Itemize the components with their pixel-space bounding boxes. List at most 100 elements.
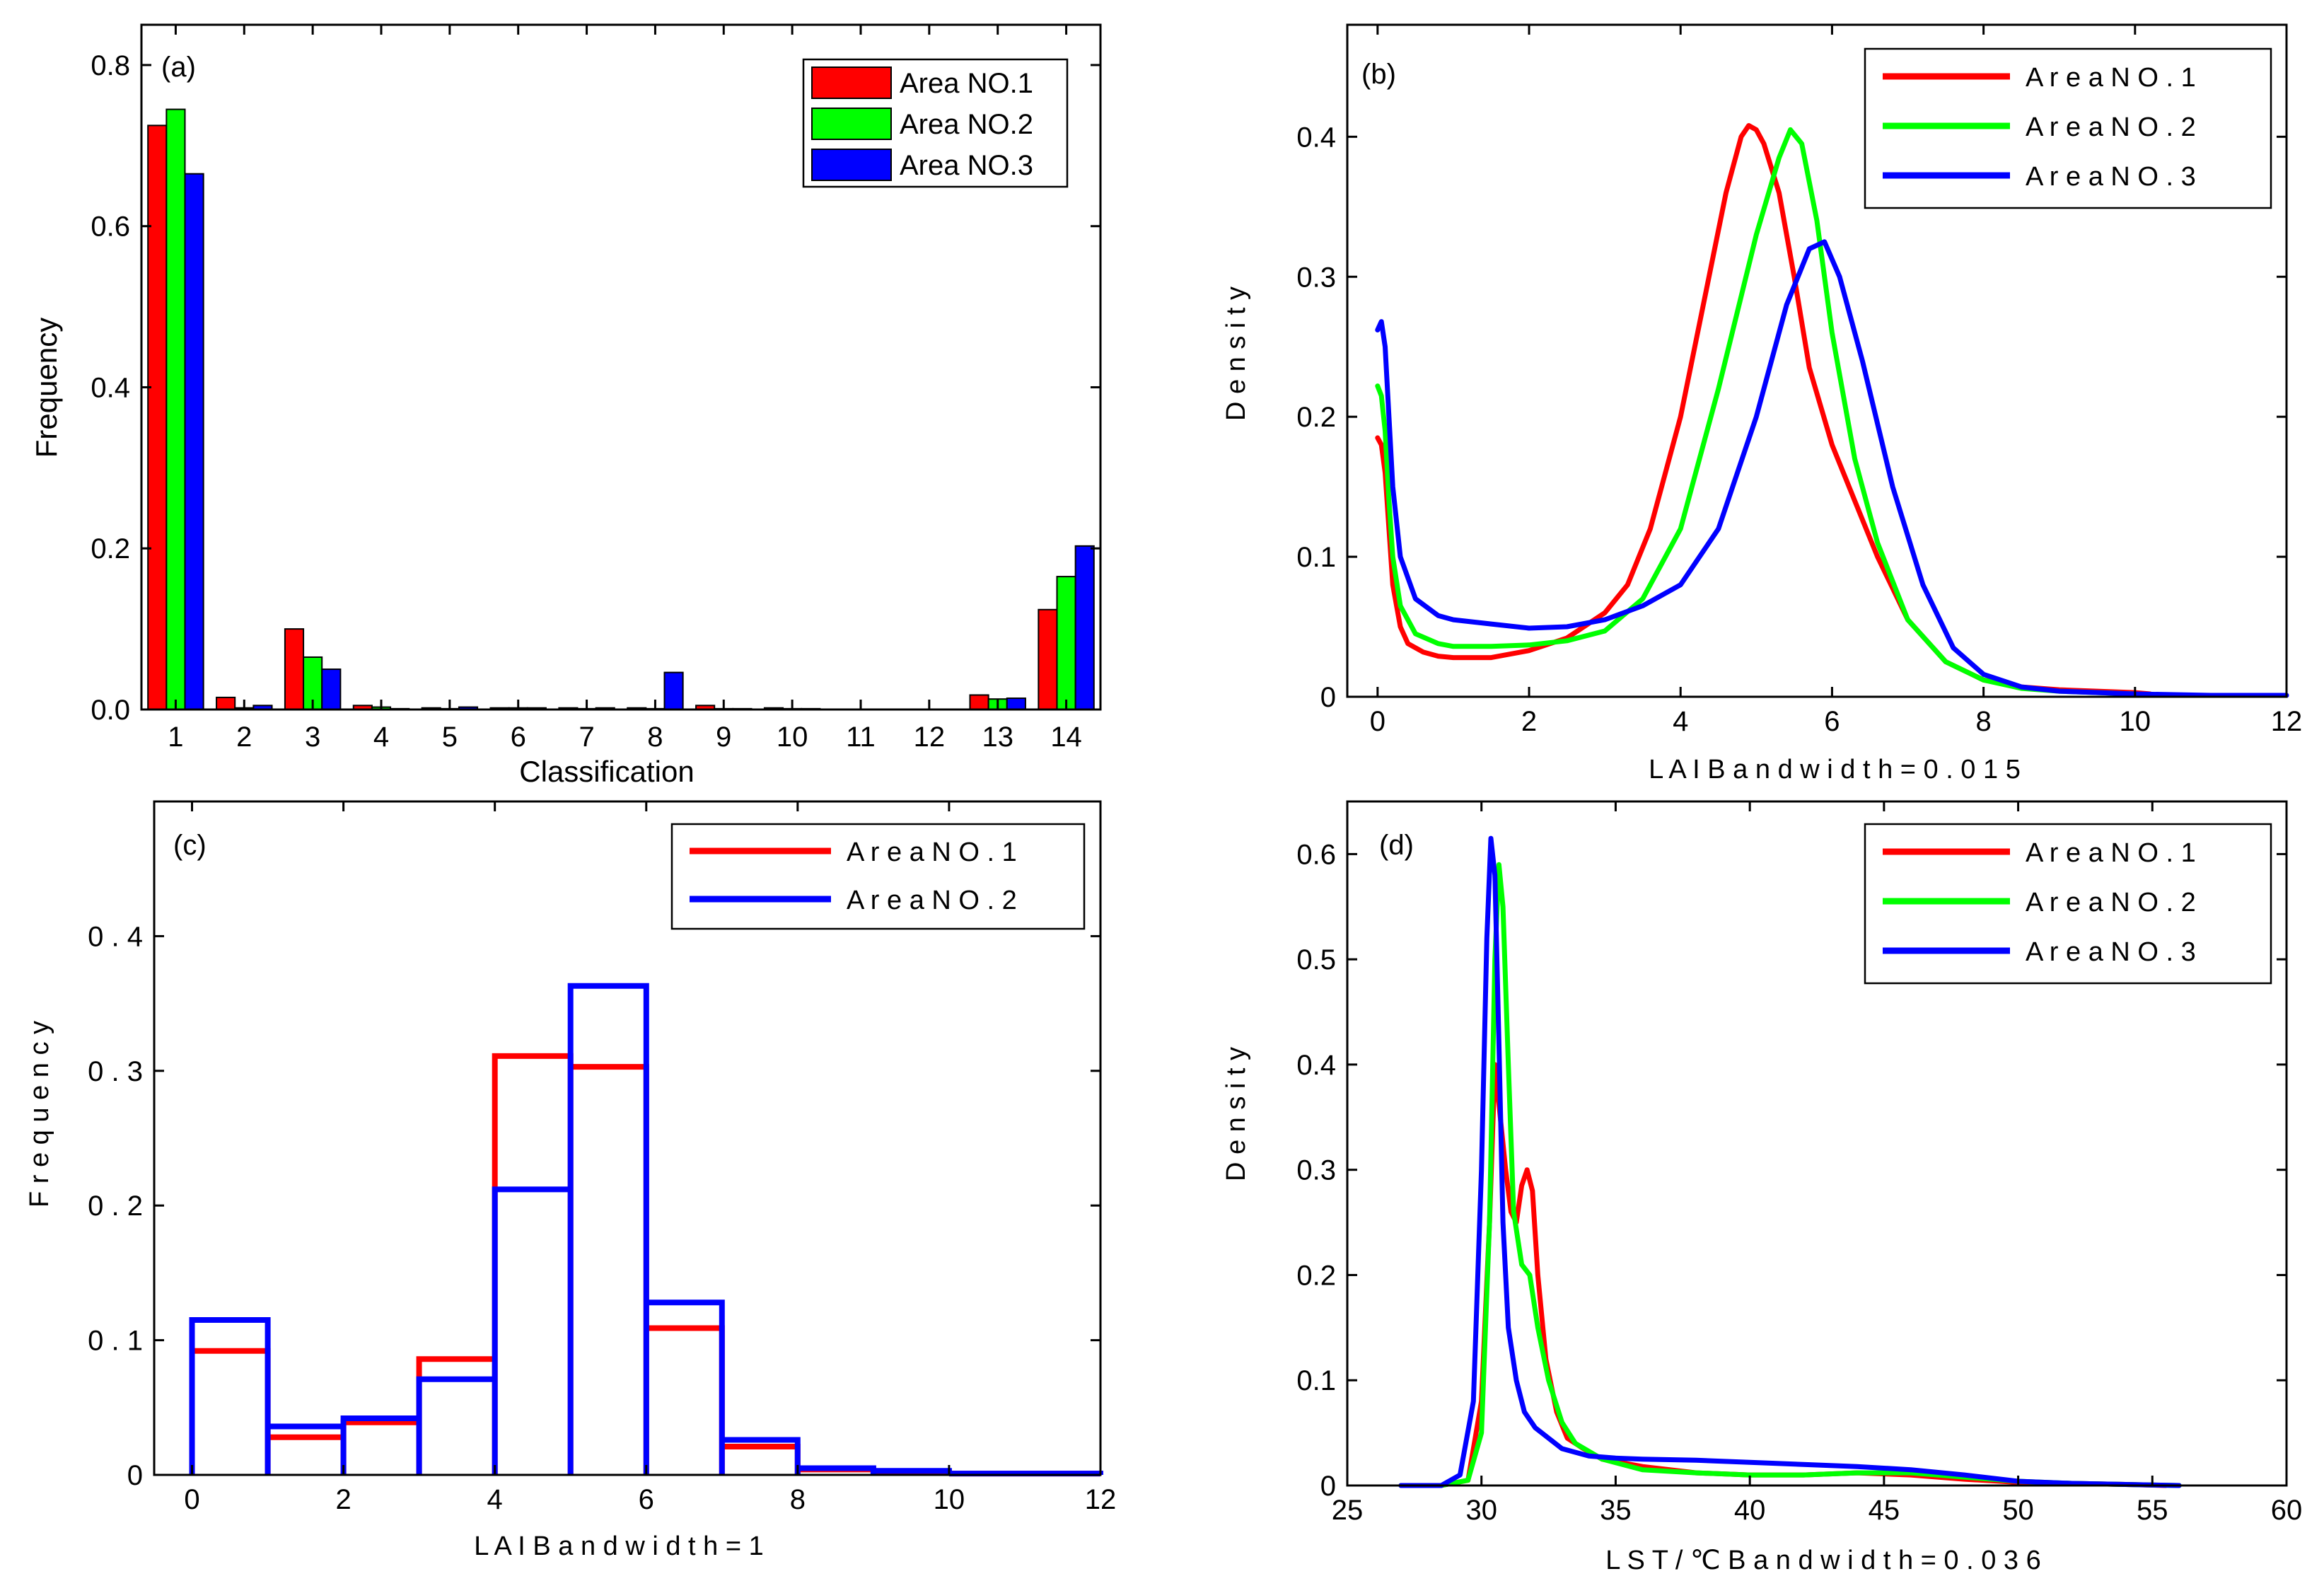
panel-a-legend-label: Area NO.2	[900, 109, 1033, 140]
panel-c-histogram: 0 0 . 1 0 . 2 0 . 3 0 . 4 0 2 4 6 8 10 12 A r e a N …	[25, 800, 1117, 1561]
panel-d-x-tick-label: 55	[2137, 1495, 2168, 1526]
panel-a-bar	[321, 668, 342, 711]
panel-c-legend-label: A r e a N O . 2	[847, 886, 1017, 915]
panel-a-legend-swatch	[811, 66, 892, 99]
panel-d-x-tick-label: 40	[1734, 1495, 1766, 1526]
panel-b-x-axis-label: L A I B a n d w i d t h = 0 . 0 1 5	[1649, 755, 2021, 784]
panel-a-x-tick-label: 14	[1050, 722, 1082, 753]
panel-d-y-tick-label: 0.6	[1296, 839, 1336, 870]
panel-a-legend-label: Area NO.3	[900, 150, 1033, 181]
panel-a-y-tick-label: 0.8	[91, 50, 130, 81]
panel-d-label: (d)	[1379, 830, 1414, 861]
panel-c-legend-label: A r e a N O . 1	[847, 838, 1017, 867]
panel-a-bar	[1006, 697, 1026, 710]
panel-a-x-tick-label: 10	[777, 722, 808, 753]
panel-b-x-tick-label: 10	[2120, 706, 2151, 737]
panel-d-y-tick-label: 0.3	[1296, 1155, 1336, 1186]
panel-a-bar	[1038, 608, 1058, 710]
panel-a-x-tick-label: 2	[236, 722, 252, 753]
panel-b-y-tick-label: 0.4	[1296, 122, 1336, 153]
panel-c-x-tick-label: 4	[487, 1484, 503, 1515]
panel-b-x-tick-label: 8	[1975, 706, 1991, 737]
panel-b-x-tick-label: 4	[1673, 706, 1688, 737]
panel-c-label: (c)	[173, 830, 207, 861]
panel-a-x-tick-label: 3	[305, 722, 320, 753]
panel-a-bar	[969, 694, 989, 710]
panel-c-legend-box	[670, 823, 1086, 930]
panel-c-x-tick-label: 10	[934, 1484, 965, 1515]
panel-a-x-axis-label: Classification	[519, 755, 694, 788]
panel-d-x-tick-label: 45	[1869, 1495, 1900, 1526]
panel-d-x-tick-label: 50	[2002, 1495, 2034, 1526]
panel-a-x-tick-label: 11	[846, 722, 876, 753]
panel-a-x-tick-label: 6	[511, 722, 526, 753]
panel-a-y-tick-label: 0.2	[91, 533, 130, 564]
panel-a-bar	[284, 628, 305, 711]
panel-c-y-tick-label: 0 . 4	[88, 921, 143, 952]
panel-a-x-tick-label: 7	[579, 722, 594, 753]
panel-d-y-tick-label: 0	[1320, 1471, 1336, 1502]
panel-a-bar	[1074, 545, 1095, 711]
panel-b-series-line	[1375, 239, 2289, 698]
panel-b-y-tick-label: 0.3	[1296, 262, 1336, 293]
panel-b-plot-area: 0 0.1 0.2 0.3 0.4 0 2 4 6 8 10 12 A r e a N O . 1 A r…	[1296, 23, 2303, 737]
panel-a-x-tick-label: 1	[168, 722, 183, 753]
panel-a-x-tick-label: 5	[442, 722, 458, 753]
panel-b-x-tick-label: 12	[2271, 706, 2303, 737]
panel-a-legend-label: Area NO.1	[900, 68, 1033, 99]
panel-d-legend-label: A r e a N O . 2	[2026, 888, 2196, 917]
panel-a-axes-frame	[140, 23, 1102, 711]
panel-b-density-chart: 0 0.1 0.2 0.3 0.4 0 2 4 6 8 10 12 A r e a N O . 1 A r…	[1221, 23, 2303, 784]
panel-a-y-tick-label: 0.4	[91, 372, 130, 403]
panel-d-y-axis-label: D e n s i t y	[1221, 1047, 1251, 1181]
panel-b-x-tick-label: 6	[1824, 706, 1840, 737]
panel-b-x-tick-label: 0	[1370, 706, 1385, 737]
panel-c-x-tick-label: 6	[639, 1484, 654, 1515]
panel-c-y-tick-label: 0 . 2	[88, 1191, 143, 1222]
panel-c-plot-area: 0 0 . 1 0 . 2 0 . 3 0 . 4 0 2 4 6 8 10 12 A r e a N …	[88, 800, 1117, 1515]
panel-b-axes-frame	[1346, 23, 2288, 698]
panel-d-y-tick-label: 0.1	[1296, 1365, 1336, 1396]
panel-b-y-axis-label: D e n s i t y	[1221, 286, 1251, 421]
panel-a-legend-swatch	[811, 149, 892, 181]
panel-d-x-axis-label: L S T / ℃ B a n d w i d t h = 0 . 0 3 6	[1605, 1546, 2040, 1575]
panel-b-legend-label: A r e a N O . 2	[2026, 112, 2196, 142]
panel-d-x-tick-label: 60	[2271, 1495, 2303, 1526]
panel-a-x-tick-label: 4	[373, 722, 389, 753]
panel-d-series-line	[1398, 862, 2182, 1488]
panel-b-series-line	[1375, 127, 2138, 697]
panel-a-y-tick-label: 0.0	[91, 695, 130, 726]
panel-a-legend-swatch	[811, 108, 892, 140]
panel-d-density-chart: 0 0.1 0.2 0.3 0.4 0.5 0.6 25 30 35 40 45 50 55 60 A r e…	[1221, 800, 2303, 1575]
panel-a-bar	[147, 124, 168, 710]
panel-a-label: (a)	[161, 52, 196, 83]
panel-c-y-tick-label: 0 . 3	[88, 1056, 143, 1087]
panel-a-bar	[663, 671, 684, 711]
panel-a-x-tick-label: 13	[982, 722, 1013, 753]
panel-d-y-tick-label: 0.4	[1296, 1050, 1336, 1081]
panel-a-x-tick-label: 12	[914, 722, 946, 753]
panel-a-x-tick-label: 8	[647, 722, 663, 753]
panel-b-legend-label: A r e a N O . 3	[2026, 162, 2196, 192]
panel-b-x-tick-label: 2	[1521, 706, 1537, 737]
panel-b-y-tick-label: 0.1	[1296, 542, 1336, 573]
panel-c-y-tick-label: 0	[127, 1460, 143, 1491]
panel-a-x-tick-label: 9	[716, 722, 731, 753]
panel-d-legend-label: A r e a N O . 1	[2026, 838, 2196, 868]
panel-d-series-line	[1398, 835, 2182, 1488]
panel-d-x-tick-label: 25	[1332, 1495, 1364, 1526]
panel-c-y-tick-label: 0 . 1	[88, 1326, 143, 1357]
panel-b-label: (b)	[1361, 59, 1396, 90]
panel-c-x-tick-label: 0	[184, 1484, 199, 1515]
panel-b-legend-label: A r e a N O . 1	[2026, 63, 2196, 93]
panel-d-plot-area: 0 0.1 0.2 0.3 0.4 0.5 0.6 25 30 35 40 45 50 55 60 A r e…	[1296, 800, 2303, 1526]
panel-c-x-tick-label: 12	[1085, 1484, 1117, 1515]
panel-c-x-tick-label: 2	[335, 1484, 351, 1515]
panel-c-x-axis-label: L A I B a n d w i d t h = 1	[474, 1531, 763, 1561]
panel-a-y-tick-label: 0.6	[91, 212, 130, 243]
panel-d-y-tick-label: 0.2	[1296, 1260, 1336, 1291]
